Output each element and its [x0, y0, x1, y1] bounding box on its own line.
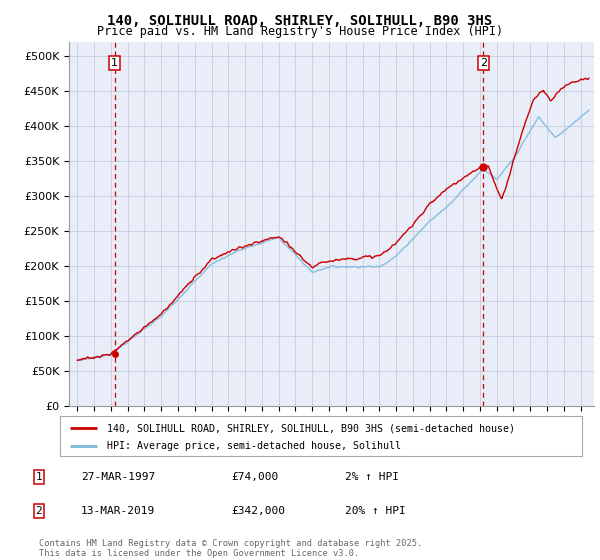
Text: 2% ↑ HPI: 2% ↑ HPI — [345, 472, 399, 482]
Text: £74,000: £74,000 — [231, 472, 278, 482]
Text: 13-MAR-2019: 13-MAR-2019 — [81, 506, 155, 516]
Text: £342,000: £342,000 — [231, 506, 285, 516]
Text: 27-MAR-1997: 27-MAR-1997 — [81, 472, 155, 482]
Text: 2: 2 — [35, 506, 43, 516]
Text: 1: 1 — [35, 472, 43, 482]
Text: 140, SOLIHULL ROAD, SHIRLEY, SOLIHULL, B90 3HS: 140, SOLIHULL ROAD, SHIRLEY, SOLIHULL, B… — [107, 14, 493, 28]
Text: 20% ↑ HPI: 20% ↑ HPI — [345, 506, 406, 516]
Text: 2: 2 — [480, 58, 487, 68]
Text: 140, SOLIHULL ROAD, SHIRLEY, SOLIHULL, B90 3HS (semi-detached house): 140, SOLIHULL ROAD, SHIRLEY, SOLIHULL, B… — [107, 423, 515, 433]
Text: Contains HM Land Registry data © Crown copyright and database right 2025.
This d: Contains HM Land Registry data © Crown c… — [39, 539, 422, 558]
Text: 1: 1 — [111, 58, 118, 68]
Text: Price paid vs. HM Land Registry's House Price Index (HPI): Price paid vs. HM Land Registry's House … — [97, 25, 503, 38]
Text: HPI: Average price, semi-detached house, Solihull: HPI: Average price, semi-detached house,… — [107, 441, 401, 451]
